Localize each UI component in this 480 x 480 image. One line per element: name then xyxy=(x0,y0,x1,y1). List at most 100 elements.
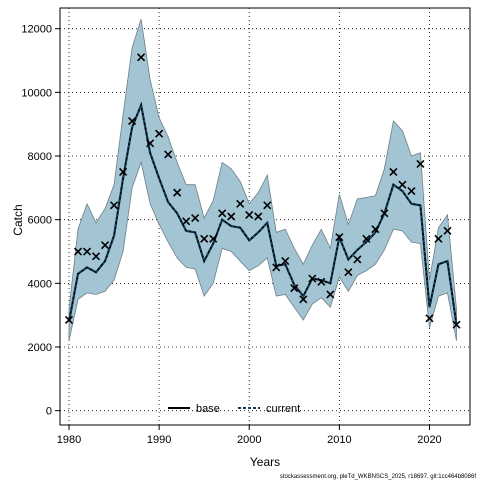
observed-point-2017 xyxy=(398,180,407,189)
observed-mark-b xyxy=(137,53,146,62)
observed-mark-b xyxy=(191,214,200,223)
y-tick-label-6000: 6000 xyxy=(28,215,52,227)
observed-mark-b xyxy=(371,225,380,234)
observed-mark-b xyxy=(91,252,101,261)
observed-mark-b xyxy=(299,295,308,304)
observed-point-2013 xyxy=(362,234,371,243)
observed-point-2004 xyxy=(281,256,290,266)
y-tick-label-0: 0 xyxy=(46,406,52,418)
observed-point-1989 xyxy=(146,139,155,148)
observed-point-1980 xyxy=(64,315,74,325)
observed-point-1987 xyxy=(128,116,137,126)
observed-point-2005 xyxy=(290,284,299,293)
observed-point-2007 xyxy=(308,274,317,283)
observed-mark-b xyxy=(308,274,317,283)
observed-point-2016 xyxy=(389,167,398,177)
observed-mark-b xyxy=(407,186,416,196)
y-tick-label-8000: 8000 xyxy=(28,151,52,163)
y-axis-title: Catch xyxy=(11,204,25,235)
y-tick-label-4000: 4000 xyxy=(28,278,52,290)
x-axis-title: Years xyxy=(250,455,280,469)
plot-frame xyxy=(59,7,471,426)
observed-point-1981 xyxy=(73,247,83,256)
observed-mark-b xyxy=(254,212,263,221)
observed-mark-b xyxy=(353,255,362,264)
observed-point-1997 xyxy=(218,209,227,218)
series-lines xyxy=(68,101,458,325)
x-tick-labels: 1980 1990 2000 2010 2020 xyxy=(57,434,442,446)
observed-mark-b xyxy=(209,234,218,243)
observed-point-2002 xyxy=(263,201,272,210)
axes xyxy=(55,7,471,430)
observed-mark-b xyxy=(362,234,371,243)
observed-point-1984 xyxy=(100,241,110,250)
legend-current-label: current xyxy=(266,403,300,415)
observed-point-2011 xyxy=(344,268,353,277)
observed-mark-b xyxy=(155,129,164,138)
x-tick-label-1990: 1990 xyxy=(147,434,171,446)
observed-mark-b xyxy=(200,234,209,243)
observed-point-2006 xyxy=(299,295,308,304)
observed-point-1986 xyxy=(119,167,128,177)
observed-point-2019 xyxy=(416,159,425,169)
confidence-band-area xyxy=(68,19,457,341)
observed-mark-b xyxy=(335,233,344,242)
observed-points xyxy=(64,53,461,329)
x-tick-label-2020: 2020 xyxy=(417,434,441,446)
observed-point-2012 xyxy=(353,255,362,264)
y-tick-label-2000: 2000 xyxy=(28,342,52,354)
observed-point-2000 xyxy=(245,210,254,219)
observed-point-2020 xyxy=(425,314,434,323)
observed-point-2010 xyxy=(335,233,344,242)
observed-mark-b xyxy=(100,241,110,250)
observed-mark-b xyxy=(272,263,281,272)
observed-mark-b xyxy=(227,212,236,221)
observed-point-1993 xyxy=(182,217,191,226)
observed-mark-b xyxy=(389,167,398,177)
observed-point-2003 xyxy=(272,263,281,272)
observed-mark-b xyxy=(110,201,119,210)
observed-point-1982 xyxy=(82,247,92,256)
observed-mark-b xyxy=(281,256,290,266)
legend-base-label: base xyxy=(196,403,220,415)
observed-mark-b xyxy=(64,315,74,325)
observed-point-2009 xyxy=(326,290,335,299)
observed-mark-b xyxy=(290,284,299,293)
observed-point-1996 xyxy=(209,234,218,243)
observed-mark-b xyxy=(452,320,461,329)
observed-point-1998 xyxy=(227,212,236,221)
observed-mark-b xyxy=(398,180,407,189)
observed-mark-b xyxy=(73,247,83,256)
observed-mark-b xyxy=(425,314,434,323)
observed-point-1985 xyxy=(110,201,119,210)
y-tick-label-10000: 10000 xyxy=(21,87,52,99)
observed-mark-b xyxy=(344,268,353,277)
observed-mark-b xyxy=(416,159,425,169)
y-tick-label-12000: 12000 xyxy=(21,24,52,36)
observed-point-1991 xyxy=(164,150,173,159)
observed-point-1995 xyxy=(200,234,209,243)
observed-mark-b xyxy=(263,201,272,210)
observed-point-1994 xyxy=(191,214,200,223)
observed-point-1990 xyxy=(155,129,164,138)
observed-mark-b xyxy=(82,247,92,256)
observed-mark-b xyxy=(380,209,389,218)
observed-mark-b xyxy=(182,217,191,226)
observed-point-2001 xyxy=(254,212,263,221)
observed-point-2023 xyxy=(452,320,461,329)
footnote: stockassessment.org, pleTd_WKBNSCS_2025,… xyxy=(280,474,476,480)
observed-mark-b xyxy=(173,188,182,197)
observed-point-1983 xyxy=(91,252,101,261)
observed-mark-b xyxy=(146,139,155,148)
observed-mark-b xyxy=(443,226,452,235)
observed-mark-b xyxy=(326,290,335,299)
observed-point-2008 xyxy=(317,277,326,286)
confidence-band xyxy=(68,19,457,341)
observed-mark-b xyxy=(434,234,443,243)
x-tick-label-2010: 2010 xyxy=(327,434,351,446)
observed-point-2015 xyxy=(380,209,389,218)
observed-point-2021 xyxy=(434,234,443,243)
observed-point-2018 xyxy=(407,186,416,196)
observed-mark-b xyxy=(317,277,326,286)
